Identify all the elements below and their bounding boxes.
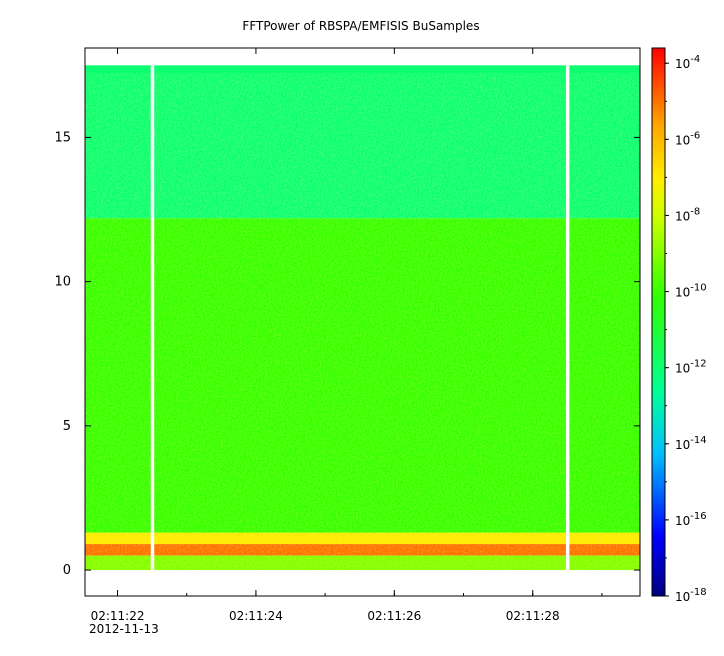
x-date-label: 2012-11-13 (89, 622, 159, 636)
y-tick-label: 15 (54, 130, 71, 145)
x-tick-label: 02:11:22 (91, 609, 145, 623)
data-gap-0 (150, 65, 155, 571)
colorbar (651, 47, 666, 597)
x-tick-label: 02:11:24 (229, 609, 283, 623)
y-tick-label: 5 (63, 419, 71, 434)
colorbar-tick-label: 10-8 (675, 206, 700, 223)
data-gap-1 (565, 65, 570, 571)
colorbar-tick-label: 10-10 (675, 283, 707, 300)
data-gaps (150, 65, 570, 571)
x-axis: 02:11:22 02:11:24 02:11:26 02:11:28 (91, 48, 603, 623)
x-tick-label: 02:11:28 (506, 609, 560, 623)
colorbar-tick-label: 10-14 (675, 435, 707, 452)
noise-texture (85, 73, 640, 571)
plot-area (85, 48, 640, 596)
colorbar-tick-label: 10-6 (675, 130, 700, 147)
x-tick-label: 02:11:26 (367, 609, 421, 623)
colorbar-tick-label: 10-18 (675, 587, 707, 604)
plot-frame (84, 47, 641, 597)
y-tick-label: 0 (63, 563, 71, 578)
colorbar-tick-label: 10-16 (675, 511, 707, 528)
colorbar-tick-label: 10-4 (675, 54, 700, 71)
chart-title: FFTPower of RBSPA/EMFISIS BuSamples (242, 19, 479, 33)
y-tick-label: 10 (54, 275, 71, 290)
colorbar-axis: 10-4 10-6 10-8 10-10 10-12 10-14 10-16 10-18 (665, 54, 707, 604)
y-axis: 0 5 10 15 (54, 130, 640, 578)
colorbar-tick-label: 10-12 (675, 359, 707, 376)
